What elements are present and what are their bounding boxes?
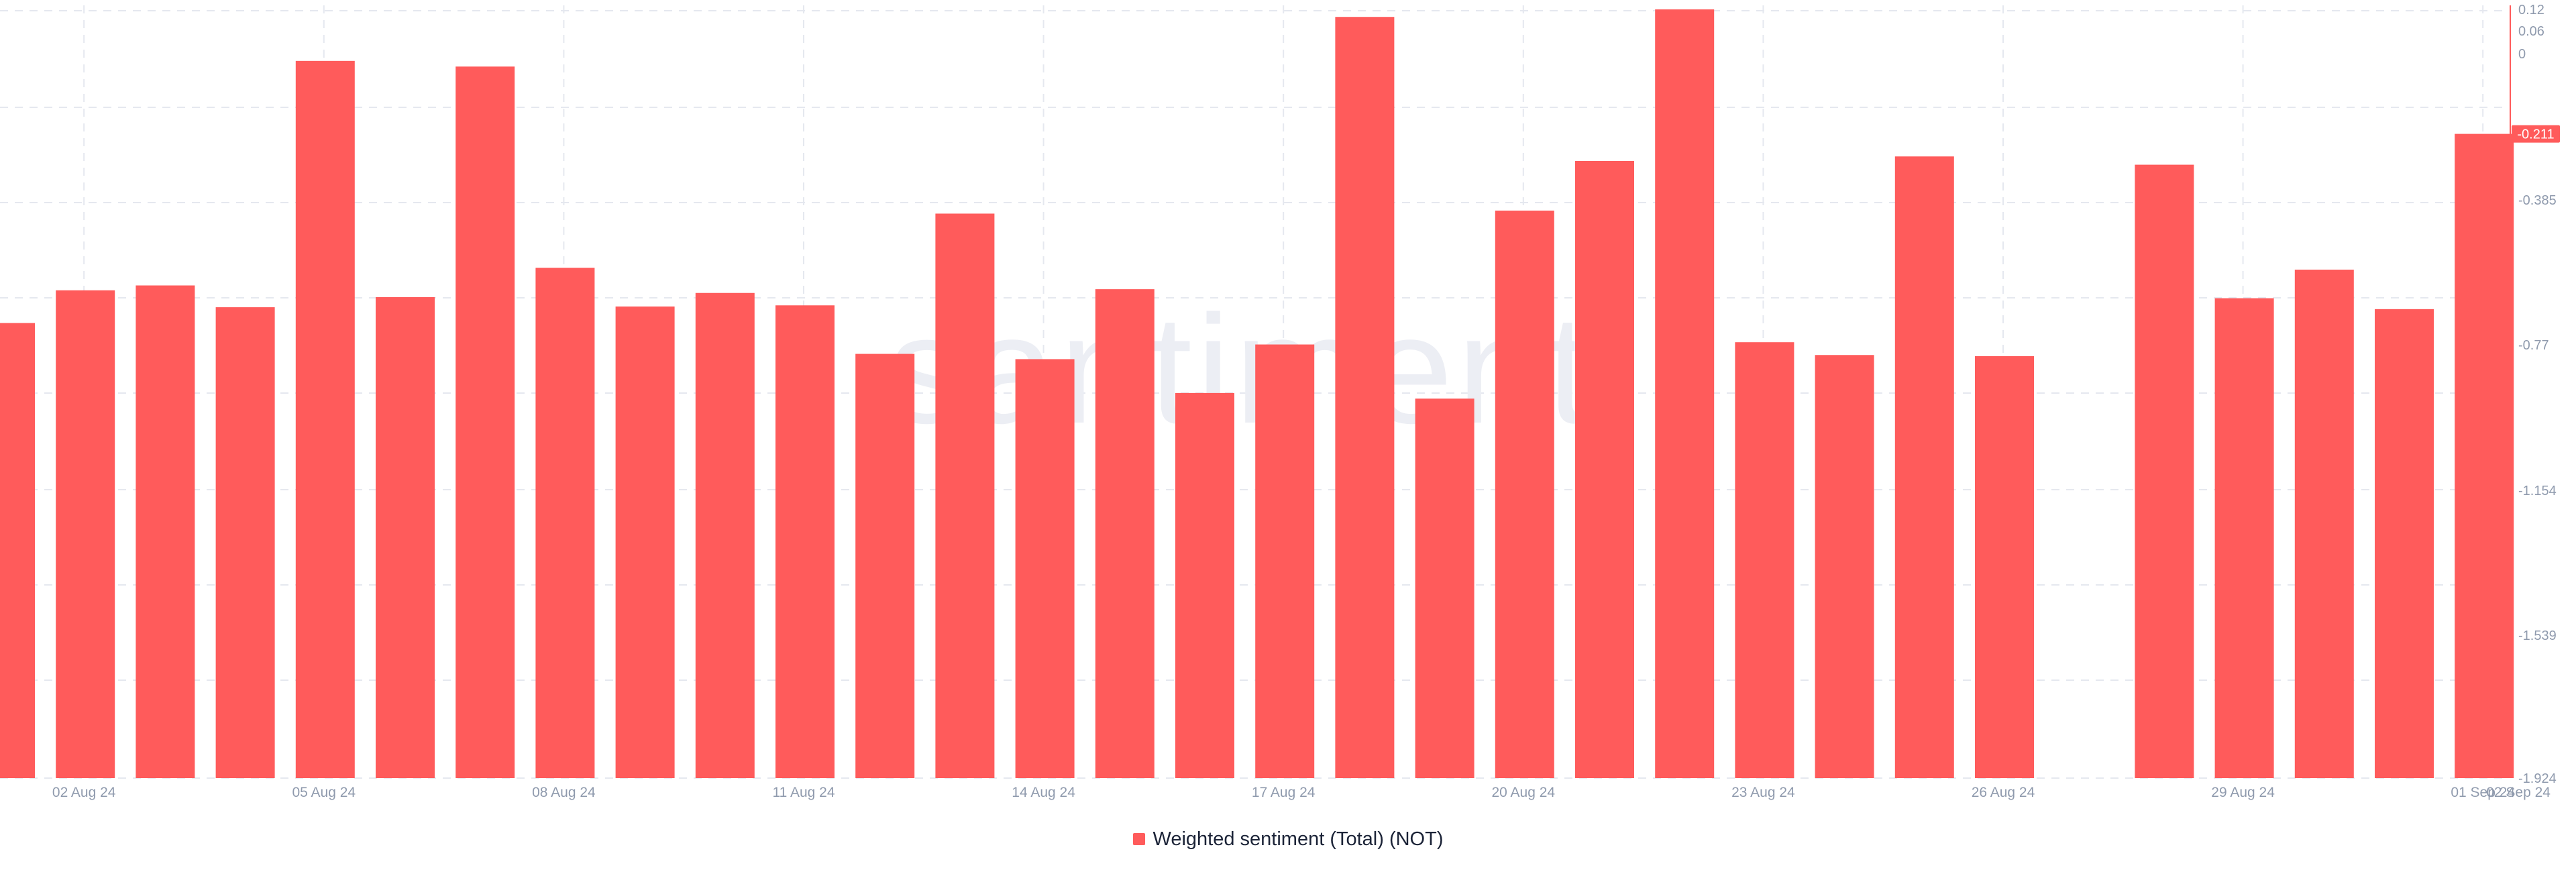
y-axis: 0.12 0.06 0 -0.385 -0.77 -1.154 -1.539 -1.924	[2518, 3, 2557, 786]
x-tick-label: 29 Aug 24	[2211, 785, 2275, 800]
bar[interactable]	[455, 66, 515, 778]
y-tick-label: -1.154	[2518, 484, 2557, 498]
bar[interactable]	[1335, 17, 1395, 779]
x-tick-label: 20 Aug 24	[1492, 785, 1556, 800]
x-tick-label: 26 Aug 24	[1972, 785, 2035, 800]
y-tick-label: 0	[2518, 47, 2526, 62]
last-value-label: -0.211	[2517, 127, 2554, 142]
bar[interactable]	[1095, 289, 1155, 779]
last-value-badge: -0.211	[2512, 125, 2560, 143]
bar[interactable]	[1015, 359, 1075, 778]
bar[interactable]	[855, 353, 915, 778]
bar[interactable]	[295, 60, 355, 778]
bar[interactable]	[935, 213, 995, 778]
y-tick-label: -1.539	[2518, 629, 2557, 643]
x-tick-label: 02 Sep 24	[2486, 785, 2551, 800]
bar[interactable]	[376, 296, 435, 778]
bar[interactable]	[215, 307, 275, 778]
x-axis: 02 Aug 24 05 Aug 24 08 Aug 24 11 Aug 24 14 A…	[52, 785, 2551, 800]
legend-label: Weighted sentiment (Total) (NOT)	[1152, 828, 1444, 850]
bar[interactable]	[1815, 355, 1874, 778]
x-tick-label: 05 Aug 24	[292, 785, 356, 800]
bar[interactable]	[1175, 392, 1234, 778]
x-tick-label: 01 Sep 24	[2451, 785, 2515, 800]
x-tick-label: 17 Aug 24	[1252, 785, 1316, 800]
x-tick-label: 14 Aug 24	[1012, 785, 1075, 800]
bar[interactable]	[1415, 398, 1474, 778]
bar[interactable]	[535, 268, 595, 778]
x-tick-label: 08 Aug 24	[532, 785, 596, 800]
y-tick-label: -1.924	[2518, 771, 2557, 786]
bar[interactable]	[1975, 356, 2034, 778]
bar[interactable]	[2375, 309, 2434, 778]
bar[interactable]	[0, 323, 35, 778]
bar[interactable]	[1894, 156, 1954, 778]
bar[interactable]	[695, 292, 755, 778]
x-tick-label: 02 Aug 24	[52, 785, 116, 800]
bar[interactable]	[1575, 160, 1634, 779]
bar[interactable]	[2135, 164, 2194, 778]
y-tick-label: -0.385	[2518, 193, 2557, 208]
bar[interactable]	[775, 305, 835, 778]
bars-group	[0, 9, 2514, 779]
bar[interactable]	[56, 290, 115, 778]
bar[interactable]	[1655, 9, 1715, 778]
bar[interactable]	[2214, 298, 2274, 778]
x-tick-label: 23 Aug 24	[1731, 785, 1795, 800]
y-tick-label: 0.12	[2518, 3, 2544, 17]
bar[interactable]	[1255, 344, 1315, 778]
bar[interactable]	[615, 306, 675, 778]
legend-swatch	[1132, 833, 1145, 845]
y-tick-label: -0.77	[2518, 338, 2549, 353]
chart-legend[interactable]: Weighted sentiment (Total) (NOT)	[0, 827, 2576, 851]
bar[interactable]	[1495, 210, 1554, 779]
x-tick-label: 11 Aug 24	[772, 785, 835, 800]
last-value-badge-bg	[2512, 125, 2560, 143]
bar[interactable]	[1735, 342, 1794, 778]
bar[interactable]	[2294, 269, 2354, 778]
bar[interactable]	[136, 285, 195, 778]
y-tick-label: 0.06	[2518, 24, 2544, 39]
bar[interactable]	[2455, 133, 2514, 779]
